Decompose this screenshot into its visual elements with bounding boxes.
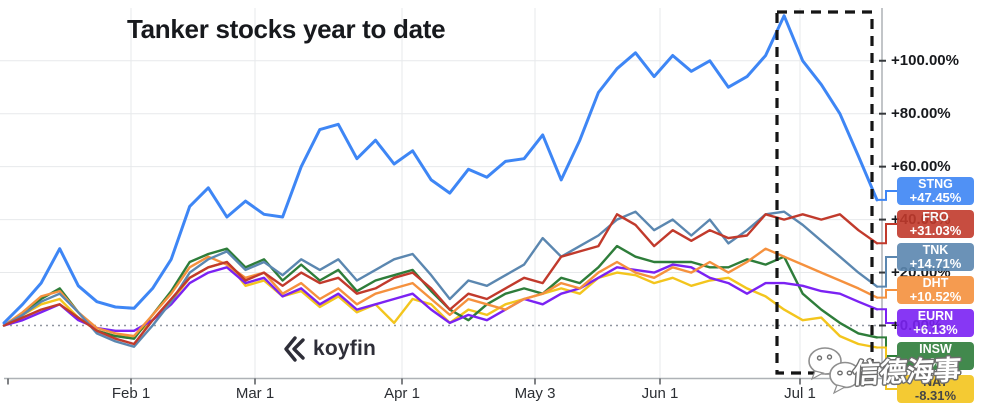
series-line-fro	[2, 213, 879, 346]
legend-badge-tnk[interactable]: TNK +14.71%	[897, 243, 974, 271]
legend-ticker: FRO	[922, 209, 949, 224]
y-axis-label: +60.00%	[891, 157, 951, 175]
y-axis-label: +100.00%	[891, 51, 959, 69]
legend-ticker: INSW	[919, 341, 952, 356]
legend-badge-eurn[interactable]: EURN +6.13%	[897, 309, 974, 337]
legend-ticker: TNK	[922, 242, 949, 257]
legend-value: +47.45%	[909, 189, 962, 205]
legend-ticker: EURN	[917, 308, 954, 323]
legend-connector-dht	[877, 289, 897, 299]
legend-value: %	[929, 354, 942, 370]
koyfin-watermark: koyfin	[283, 336, 376, 362]
wechat-watermark: 信德海事	[803, 344, 981, 400]
legend-connector-nat	[877, 346, 897, 390]
highlight-dashed-box	[775, 10, 874, 375]
y-axis-label: +80.00%	[891, 104, 951, 122]
x-axis-label: Apr 1	[384, 385, 420, 402]
legend-badge-fro[interactable]: FRO +31.03%	[897, 210, 974, 238]
series-line-eurn	[2, 263, 879, 332]
legend-value: -8.31%	[914, 387, 957, 403]
x-axis-label: Feb 1	[111, 385, 151, 402]
legend-connector-stng	[877, 190, 897, 201]
legend-ticker: STNG	[918, 176, 953, 191]
legend-value: +14.71%	[909, 255, 962, 271]
x-axis-label: Jul 1	[784, 385, 816, 402]
series-line-stng	[2, 14, 879, 325]
legend-value: +10.52%	[909, 288, 962, 304]
legend-badge-stng[interactable]: STNG +47.45%	[897, 177, 974, 205]
koyfin-logo-icon	[284, 336, 305, 362]
legend-value: +6.13%	[913, 321, 958, 337]
koyfin-wordmark: koyfin	[313, 337, 377, 360]
legend-connector-eurn	[877, 308, 897, 324]
wechat-bubbles-icon	[808, 347, 861, 395]
legend-badge-insw[interactable]: INSW%	[897, 342, 974, 370]
page-title: Tanker stocks year to date	[127, 14, 446, 44]
legend-connector-fro	[877, 223, 897, 245]
legend-value: +31.03%	[909, 222, 962, 238]
series-line-tnk	[2, 210, 879, 348]
x-axis-label: Jun 1	[641, 385, 679, 402]
series-line-dht	[2, 247, 879, 338]
legend-ticker: NAT	[923, 374, 948, 389]
legend-ticker: DHT	[922, 275, 949, 290]
legend-connector-tnk	[877, 256, 897, 288]
legend-badge-nat[interactable]: NAT -8.31%	[897, 375, 974, 403]
wechat-watermark-text: 信德海事	[851, 355, 963, 389]
x-axis-label: May 3	[514, 385, 556, 402]
legend-badge-dht[interactable]: DHT +10.52%	[897, 276, 974, 304]
x-axis-label: Mar 1	[235, 385, 275, 402]
